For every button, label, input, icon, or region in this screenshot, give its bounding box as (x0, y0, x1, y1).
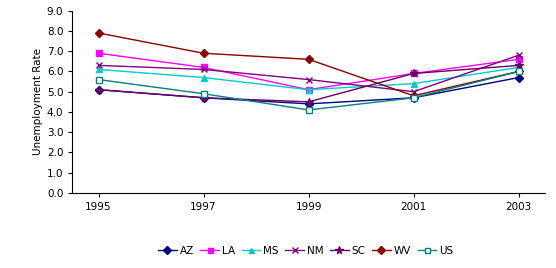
Y-axis label: Unemployment Rate: Unemployment Rate (33, 48, 43, 155)
Legend: AZ, LA, MS, NM, SC, WV, US: AZ, LA, MS, NM, SC, WV, US (154, 242, 458, 260)
